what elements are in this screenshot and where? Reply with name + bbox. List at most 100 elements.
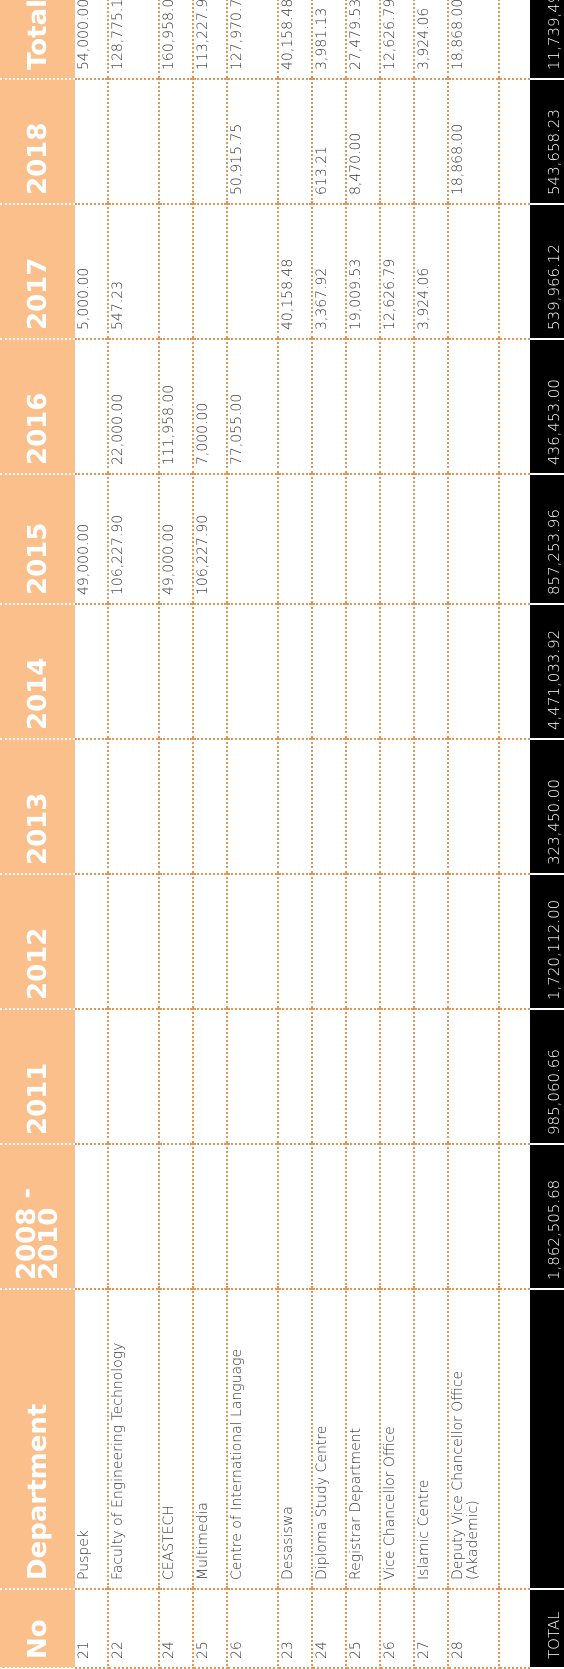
table-cell: 3,981.13 <box>312 0 346 79</box>
table-row: 26 Centre of International Language 77,055… <box>227 0 278 1668</box>
table-cell: 23 <box>278 1589 312 1668</box>
table-cell <box>75 339 108 474</box>
table-cell: Desasiswa <box>278 1289 312 1589</box>
table-cell <box>193 739 227 874</box>
table-cell <box>380 604 414 739</box>
table-cell: 40,158.48 <box>278 0 312 79</box>
table-cell <box>380 1144 414 1289</box>
table-cell <box>312 739 346 874</box>
table-cell <box>278 604 312 739</box>
spacer-cell <box>499 79 530 204</box>
table-cell: 27,479.53 <box>346 0 380 79</box>
table-cell <box>448 739 499 874</box>
table-cell <box>414 339 448 474</box>
table-row: 24 CEASTECH 49,000.00 111,958.00 160,958.00 <box>159 0 193 1668</box>
table-cell: 49,000.00 <box>159 474 193 604</box>
table-cell: 8,470.00 <box>346 79 380 204</box>
header-cell: 2017 <box>0 204 75 339</box>
table-cell <box>380 1009 414 1144</box>
table-cell: 28 <box>448 1589 499 1668</box>
table-cell: 19,009.53 <box>346 204 380 339</box>
table-cell: 25 <box>346 1589 380 1668</box>
table-cell <box>448 1144 499 1289</box>
table-cell <box>414 739 448 874</box>
table-cell: 27 <box>414 1589 448 1668</box>
table-cell: 547.23 <box>108 204 159 339</box>
table-cell <box>159 1009 193 1144</box>
table-cell: 3,924.06 <box>414 0 448 79</box>
table-cell <box>159 1144 193 1289</box>
table-cell <box>312 1144 346 1289</box>
table-row: 21 Puspek 49,000.00 5,000.00 54,000.00 <box>75 0 108 1668</box>
table-cell <box>227 874 278 1009</box>
table-cell <box>312 1009 346 1144</box>
table-cell <box>312 874 346 1009</box>
table-cell: 12,626.79 <box>380 0 414 79</box>
table-cell <box>278 339 312 474</box>
table-cell <box>448 874 499 1009</box>
table-cell <box>159 79 193 204</box>
total-cell: 11,739,493.57 <box>530 0 564 79</box>
table-cell <box>346 1144 380 1289</box>
table-cell: Vice Chancellor Office <box>380 1289 414 1589</box>
table-cell <box>380 739 414 874</box>
table-cell: Multimedia <box>193 1289 227 1589</box>
table-cell: Deputy Vice Chancellor Office (Akademic) <box>448 1289 499 1589</box>
table-row: 25 Registrar Department 19,009.53 8,470.00 2… <box>346 0 380 1668</box>
table-cell <box>278 474 312 604</box>
table-cell <box>380 874 414 1009</box>
table-cell <box>108 1009 159 1144</box>
table-cell: 111,958.00 <box>159 339 193 474</box>
table-cell: 7,000.00 <box>193 339 227 474</box>
total-cell: 436,453.00 <box>530 339 564 474</box>
table-cell <box>227 739 278 874</box>
total-cell <box>530 1289 564 1589</box>
total-cell: 1,720,112.00 <box>530 874 564 1009</box>
header-cell: 2016 <box>0 339 75 474</box>
table-cell <box>193 874 227 1009</box>
spacer-cell <box>499 204 530 339</box>
table-cell <box>448 474 499 604</box>
header-row: No Department 2008 - 2010 2011 2012 2013 2014 2… <box>0 0 75 1668</box>
header-cell: 2008 - 2010 <box>0 1144 75 1289</box>
table-cell <box>278 79 312 204</box>
table-cell: 77,055.00 <box>227 339 278 474</box>
table-cell <box>193 204 227 339</box>
table-row: 22 Faculty of Engineering Technology 106,2… <box>108 0 159 1668</box>
table-cell: 613.21 <box>312 79 346 204</box>
table-cell: 24 <box>159 1589 193 1668</box>
spacer-cell <box>499 604 530 739</box>
table-cell: CEASTECH <box>159 1289 193 1589</box>
header-cell: 2012 <box>0 874 75 1009</box>
table-cell: 160,958.00 <box>159 0 193 79</box>
table-cell <box>278 1144 312 1289</box>
spacer-cell <box>499 474 530 604</box>
table-cell <box>193 1009 227 1144</box>
table-cell <box>448 1009 499 1144</box>
table-cell: 5,000.00 <box>75 204 108 339</box>
spacer-cell <box>499 1589 530 1668</box>
spacer-cell <box>499 1009 530 1144</box>
header-cell: 2018 <box>0 79 75 204</box>
spacer-cell <box>499 874 530 1009</box>
table-cell <box>448 604 499 739</box>
table-cell <box>75 739 108 874</box>
table-cell: 113,227.90 <box>193 0 227 79</box>
table-cell <box>108 739 159 874</box>
header-cell: No <box>0 1589 75 1668</box>
table-cell: Faculty of Engineering Technology <box>108 1289 159 1589</box>
table-cell: 128,775.13 <box>108 0 159 79</box>
table-cell: 106,227.90 <box>108 474 159 604</box>
table-cell: 49,000.00 <box>75 474 108 604</box>
table-cell <box>227 204 278 339</box>
table-cell <box>227 604 278 739</box>
table-cell <box>312 604 346 739</box>
table-cell <box>75 1144 108 1289</box>
table-cell <box>380 339 414 474</box>
table-cell: 3,924.06 <box>414 204 448 339</box>
table-cell <box>227 474 278 604</box>
table-cell <box>312 474 346 604</box>
table-cell <box>75 604 108 739</box>
